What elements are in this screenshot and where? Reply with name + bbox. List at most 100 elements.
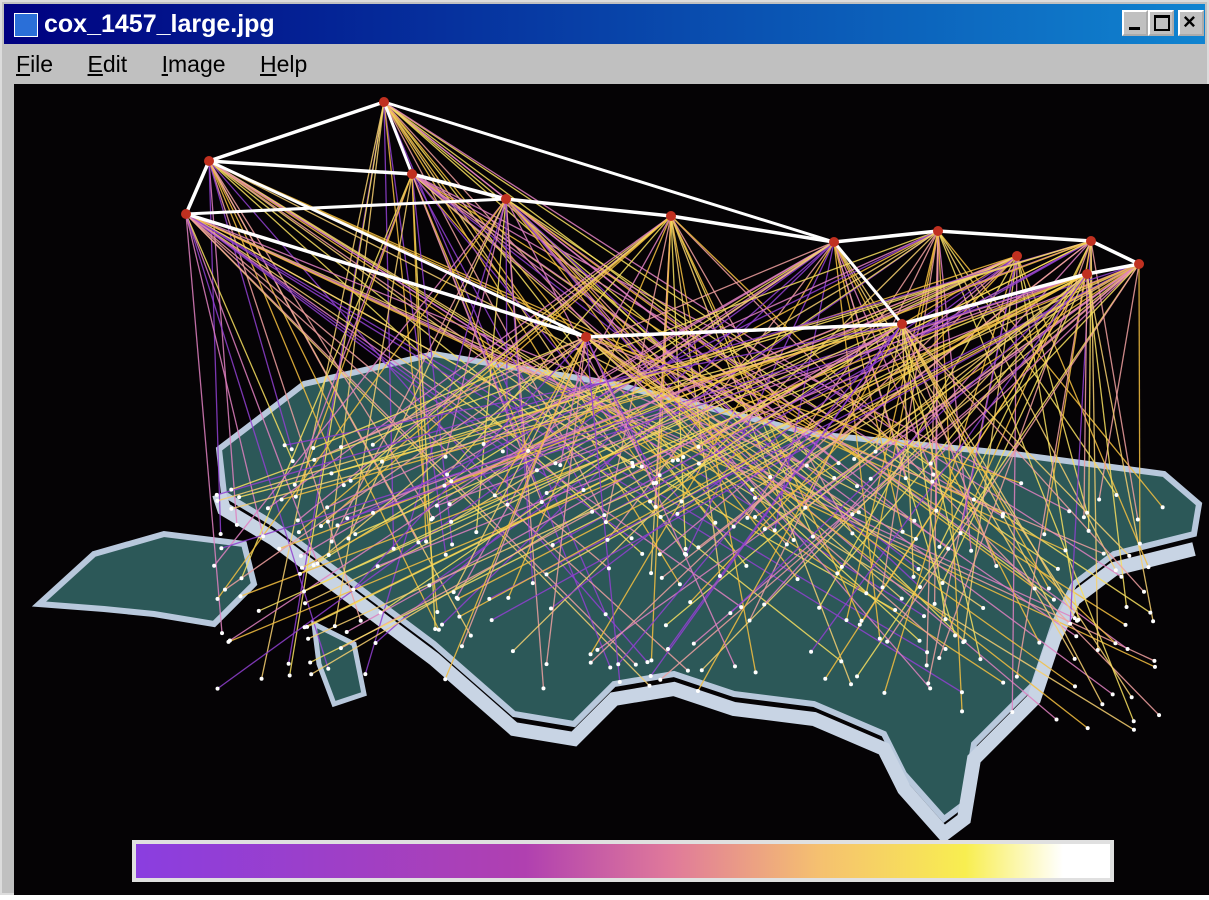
- city-node: [750, 487, 755, 492]
- city-node: [665, 646, 670, 651]
- link: [810, 273, 1088, 653]
- link: [670, 215, 687, 549]
- city-node: [1124, 605, 1129, 610]
- city-node: [424, 539, 429, 544]
- city-node: [1051, 597, 1056, 602]
- link: [372, 255, 1018, 514]
- city-node: [739, 605, 744, 610]
- close-button[interactable]: ×: [1178, 9, 1204, 36]
- city-node: [319, 524, 324, 529]
- city-node: [433, 626, 438, 631]
- city-node: [817, 605, 822, 610]
- city-node: [489, 618, 494, 623]
- link: [208, 160, 362, 621]
- link: [670, 215, 853, 534]
- network-nodes: [181, 97, 1165, 732]
- hub-node: [501, 194, 511, 204]
- city-node: [1157, 713, 1162, 718]
- city-node: [1067, 509, 1072, 514]
- city-node: [558, 463, 563, 468]
- city-node: [1001, 680, 1006, 685]
- city-node: [1146, 565, 1151, 570]
- city-node: [1019, 481, 1024, 486]
- city-node: [1072, 656, 1077, 661]
- city-node: [1137, 541, 1142, 546]
- city-node: [325, 519, 330, 524]
- city-node: [943, 617, 948, 622]
- link: [505, 198, 966, 642]
- backbone-link: [670, 214, 835, 244]
- link: [901, 323, 1145, 593]
- city-node: [1075, 618, 1080, 623]
- link: [901, 323, 997, 567]
- link: [372, 215, 672, 446]
- link: [299, 241, 835, 575]
- city-node: [326, 666, 331, 671]
- menu-item[interactable]: Help: [260, 51, 308, 77]
- link: [585, 336, 1104, 555]
- link: [213, 198, 507, 567]
- city-node: [772, 528, 777, 533]
- city-node: [492, 493, 497, 498]
- city-node: [588, 652, 593, 657]
- city-node: [647, 683, 652, 688]
- city-node: [768, 474, 773, 479]
- city-node: [544, 662, 549, 667]
- menu-item[interactable]: Image: [161, 51, 226, 77]
- city-node: [911, 574, 916, 579]
- city-node: [1113, 568, 1118, 573]
- city-node: [629, 536, 634, 541]
- backbone-link: [184, 160, 211, 215]
- maximize-button[interactable]: [1148, 10, 1174, 36]
- city-node: [315, 561, 320, 566]
- city-node: [926, 681, 931, 686]
- minimize-button[interactable]: [1122, 10, 1148, 36]
- city-node: [277, 546, 282, 551]
- link: [649, 323, 903, 503]
- menu-item[interactable]: Edit: [87, 51, 128, 77]
- link: [453, 336, 587, 593]
- link: [217, 241, 835, 690]
- city-node: [505, 502, 510, 507]
- city-node: [934, 508, 939, 513]
- city-node: [1055, 566, 1060, 571]
- city-node: [581, 487, 586, 492]
- link: [475, 198, 507, 533]
- link: [411, 173, 585, 491]
- city-node: [903, 476, 908, 481]
- link: [411, 173, 436, 630]
- city-node: [937, 656, 942, 661]
- link: [670, 215, 721, 577]
- link: [1016, 240, 1092, 677]
- backbone-link: [832, 241, 904, 325]
- city-node: [296, 530, 301, 535]
- city-node: [835, 571, 840, 576]
- hub-node: [1012, 251, 1022, 261]
- menu-item[interactable]: File: [16, 51, 54, 77]
- city-node: [435, 609, 440, 614]
- city-node: [218, 531, 223, 536]
- link: [294, 173, 413, 486]
- city-node: [658, 515, 663, 520]
- link: [489, 263, 1140, 600]
- link: [217, 240, 1092, 502]
- city-node: [261, 534, 266, 539]
- city-node: [1046, 586, 1051, 591]
- link: [208, 160, 434, 519]
- link: [428, 230, 939, 586]
- city-node: [455, 596, 460, 601]
- link: [746, 230, 939, 519]
- city-node: [588, 660, 593, 665]
- backbone-link: [185, 197, 507, 216]
- city-node: [1032, 586, 1037, 591]
- city-node: [474, 530, 479, 535]
- city-node: [380, 459, 385, 464]
- link: [281, 323, 903, 501]
- city-node: [1113, 641, 1118, 646]
- city-node: [744, 563, 749, 568]
- city-node: [752, 495, 757, 500]
- hub-node: [897, 319, 907, 329]
- hub-node: [407, 169, 417, 179]
- city-node: [960, 709, 965, 714]
